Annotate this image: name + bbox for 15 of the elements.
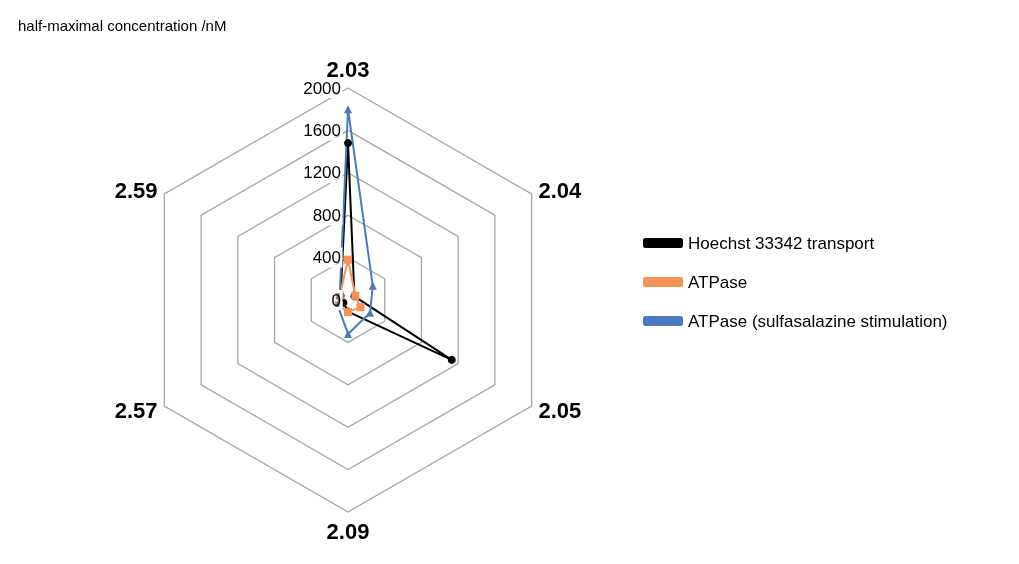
spoke-label: 2.09 xyxy=(326,518,370,544)
spoke-label: 2.59 xyxy=(114,177,158,203)
legend-label: Hoechst 33342 transport xyxy=(688,233,875,253)
y-tick-label: 1600 xyxy=(303,120,341,140)
y-tick-label: 400 xyxy=(312,248,341,268)
y-tick-label: 800 xyxy=(312,205,341,225)
spoke-label: 2.05 xyxy=(538,397,582,423)
y-tick-label: 2000 xyxy=(303,78,341,98)
legend-label: ATPase (sulfasalazine stimulation) xyxy=(688,311,948,331)
y-tick-label: 0 xyxy=(331,290,341,310)
spoke-label: 2.04 xyxy=(538,177,583,203)
legend-label: ATPase xyxy=(688,272,748,292)
y-tick-label: 1200 xyxy=(303,163,341,183)
text: half-maximal concentration /nM xyxy=(18,17,227,34)
spoke-label: 2.57 xyxy=(114,397,158,423)
